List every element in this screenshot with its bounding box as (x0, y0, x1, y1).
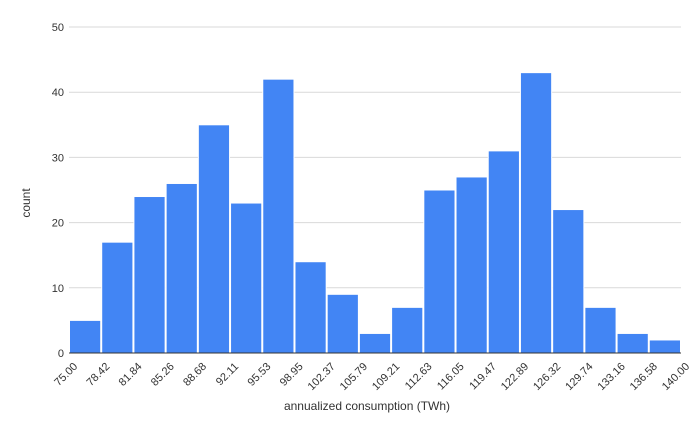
y-tick-label: 40 (52, 87, 64, 99)
y-tick-labels: 0 10 20 30 40 50 (52, 22, 64, 360)
y-tick-label: 20 (52, 218, 64, 230)
x-tick-label: 102.37 (306, 361, 338, 393)
histogram-bar (294, 261, 327, 354)
y-tick-label: 10 (52, 283, 64, 295)
histogram-bar (519, 72, 553, 354)
histogram-bar (197, 124, 231, 354)
x-tick-label: 140.00 (660, 361, 692, 393)
histogram-bar (391, 306, 424, 354)
histogram-bar (423, 189, 456, 354)
x-tick-label: 78.42 (84, 361, 112, 389)
histogram-bar (101, 241, 134, 354)
histogram-bar (230, 202, 263, 354)
x-tick-label: 81.84 (117, 361, 145, 389)
x-tick-label: 133.16 (596, 361, 628, 393)
x-tick-label: 109.21 (370, 361, 402, 393)
histogram-bar (648, 339, 682, 354)
histogram-bar (616, 332, 649, 354)
histogram-bar (358, 332, 392, 354)
x-tick-label: 112.63 (403, 361, 435, 393)
x-tick-label: 119.47 (467, 361, 499, 393)
x-tick-label: 105.79 (338, 361, 370, 393)
histogram-bar (455, 176, 488, 354)
histogram-bar (584, 306, 617, 354)
histogram-bar (552, 209, 585, 354)
x-tick-label: 136.58 (628, 361, 660, 393)
x-tick-labels: 75.00 78.42 81.84 85.26 88.68 92.11 95.53 98.95… (52, 361, 692, 393)
y-tick-label: 30 (52, 152, 64, 164)
histogram-bar (487, 150, 520, 354)
x-tick-label: 85.26 (149, 361, 177, 389)
x-tick-label: 92.11 (214, 361, 241, 388)
x-axis-title: annualized consumption (TWh) (284, 399, 450, 413)
x-tick-label: 75.00 (52, 361, 80, 389)
histogram-bar (262, 78, 295, 354)
x-tick-label: 116.05 (435, 361, 467, 393)
x-tick-label: 88.68 (181, 361, 209, 389)
x-tick-label: 98.95 (278, 361, 306, 389)
y-tick-label: 0 (58, 348, 64, 360)
x-tick-label: 126.32 (531, 361, 563, 393)
y-tick-label: 50 (52, 22, 64, 34)
y-axis-title: count (19, 188, 33, 218)
x-tick-label: 129.74 (563, 361, 595, 393)
x-tick-label: 122.89 (499, 361, 531, 393)
x-tick-label: 95.53 (246, 361, 274, 389)
bars (69, 72, 682, 354)
histogram-bar (69, 319, 102, 354)
histogram-bar (165, 182, 198, 354)
histogram-bar (326, 293, 359, 354)
histogram-bar (133, 196, 166, 354)
